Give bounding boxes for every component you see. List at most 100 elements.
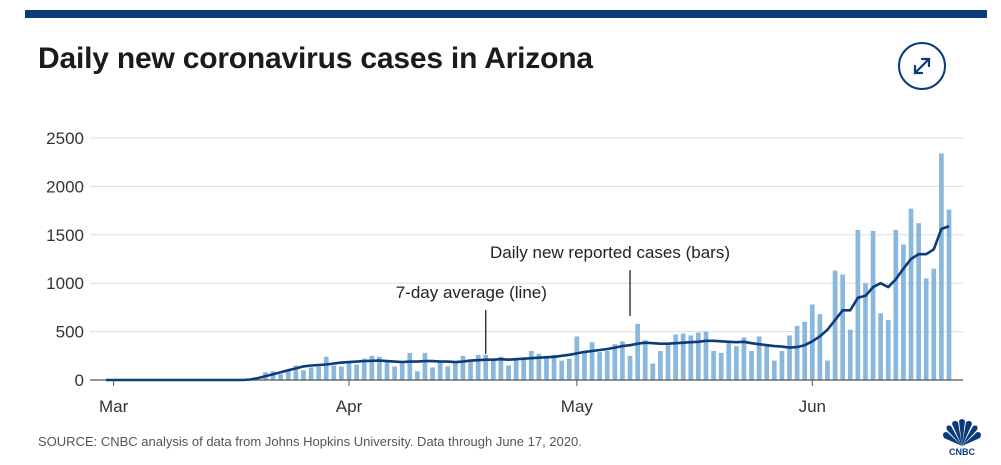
expand-arrows-icon: [913, 57, 931, 75]
bar: [597, 351, 603, 380]
bar: [278, 374, 284, 380]
bar: [650, 363, 656, 380]
bar: [885, 319, 891, 380]
bar: [513, 358, 519, 380]
bar: [878, 313, 884, 380]
bar: [475, 354, 481, 380]
bar: [832, 270, 838, 380]
bar: [559, 360, 565, 380]
bar: [361, 358, 367, 380]
bar: [794, 325, 800, 380]
bar: [498, 356, 504, 380]
bar: [787, 335, 792, 380]
bar: [726, 343, 732, 380]
bar: [923, 278, 929, 380]
bar: [415, 371, 420, 380]
bar: [863, 283, 868, 380]
bar: [483, 354, 489, 380]
bar: [703, 331, 709, 380]
bar: [756, 336, 762, 380]
bar: [589, 342, 595, 380]
x-tick-label: Jun: [799, 397, 826, 416]
bar: [604, 350, 610, 380]
bar: [506, 365, 511, 380]
bar: [521, 359, 527, 380]
bar: [270, 371, 276, 380]
bar: [916, 223, 921, 380]
bar: [384, 361, 390, 380]
bar: [445, 366, 451, 380]
y-tick-label: 2000: [46, 177, 84, 196]
bar: [612, 344, 618, 380]
logo-wordmark: CNBC: [949, 447, 975, 457]
y-tick-label: 1000: [46, 274, 84, 293]
bar: [301, 370, 306, 380]
bar: [354, 364, 359, 380]
bar: [316, 366, 322, 380]
bar: [696, 332, 701, 380]
bar: [718, 352, 724, 380]
bar: [817, 314, 823, 380]
bar: [620, 341, 625, 380]
bar: [422, 352, 428, 380]
peacock-icon: [943, 419, 981, 446]
bar: [452, 362, 458, 380]
bar: [901, 244, 906, 380]
bar: [346, 362, 352, 380]
expand-button[interactable]: [898, 42, 946, 90]
y-tick-label: 0: [75, 371, 84, 390]
annotation-label: Daily new reported cases (bars): [490, 243, 730, 262]
bar: [825, 360, 830, 380]
bar: [285, 369, 291, 380]
bar: [802, 321, 808, 380]
bar: [711, 350, 716, 380]
bar: [939, 153, 944, 380]
bar: [437, 362, 443, 380]
bar: [931, 268, 937, 380]
top-accent-bar: [25, 10, 987, 18]
x-tick-label: Mar: [99, 397, 129, 416]
bar: [430, 367, 435, 380]
bar: [369, 355, 375, 380]
series-line-7day-average: [106, 224, 950, 382]
bar: [741, 337, 747, 380]
bar: [536, 353, 542, 380]
bar: [855, 229, 861, 380]
bar: [870, 230, 876, 380]
bar: [460, 355, 466, 380]
y-tick-label: 500: [56, 323, 84, 342]
bar: [771, 360, 777, 380]
bar: [377, 356, 382, 380]
bar: [733, 346, 739, 380]
bar: [893, 229, 899, 380]
bar: [680, 333, 686, 380]
bar: [392, 366, 397, 380]
chart-title: Daily new coronavirus cases in Arizona: [38, 42, 593, 75]
annotation-label: 7-day average (line): [396, 283, 547, 302]
bar: [331, 365, 337, 380]
bar: [293, 365, 299, 380]
chart: 0 500 1000 1500 2000 2500 Mar Apr May Jun Daily ne…: [46, 129, 963, 416]
bar: [323, 356, 329, 380]
bar: [665, 345, 671, 380]
bar: [582, 350, 587, 380]
bar: [468, 359, 473, 380]
x-tick-label: May: [561, 397, 594, 416]
x-tick-label: Apr: [336, 397, 363, 416]
bar: [339, 366, 344, 380]
bar: [673, 334, 678, 380]
bar: [688, 335, 694, 380]
bar: [407, 352, 413, 380]
bar: [642, 340, 648, 380]
y-tick-label: 1500: [46, 226, 84, 245]
bar: [528, 350, 534, 380]
bar: [574, 336, 580, 380]
cnbc-logo: CNBC: [937, 418, 987, 458]
source-note: SOURCE: CNBC analysis of data from Johns…: [38, 434, 582, 449]
bar: [779, 350, 785, 380]
y-tick-label: 2500: [46, 129, 84, 148]
bar: [627, 355, 633, 380]
bar: [764, 346, 770, 380]
bar: [840, 274, 846, 380]
bar: [399, 363, 405, 380]
